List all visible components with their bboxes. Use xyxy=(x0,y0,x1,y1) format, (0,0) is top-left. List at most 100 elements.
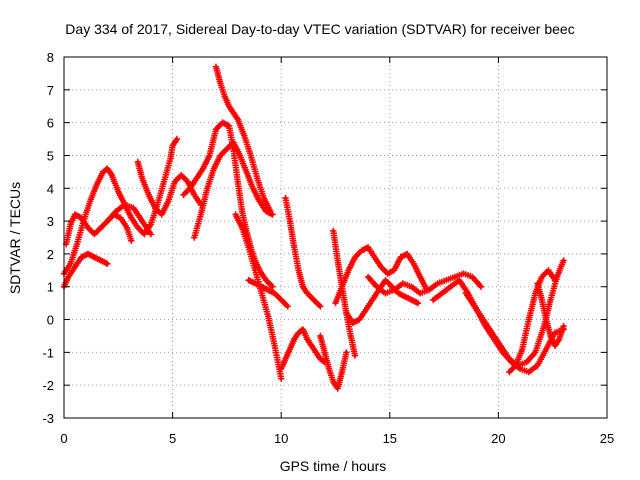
data-point xyxy=(118,216,123,220)
data-point xyxy=(264,278,268,282)
y-tick-label: -1 xyxy=(42,345,54,360)
data-point xyxy=(344,350,348,354)
data-point xyxy=(553,278,557,282)
data-point xyxy=(392,268,396,272)
data-point xyxy=(481,317,485,322)
data-point xyxy=(236,117,240,121)
data-point xyxy=(270,212,275,217)
data-point xyxy=(331,229,335,233)
data-point xyxy=(409,285,414,289)
x-axis-label: GPS time / hours xyxy=(280,458,387,474)
data-point xyxy=(116,189,120,194)
series-track-7 xyxy=(191,139,276,241)
data-point xyxy=(312,298,316,302)
plot-frame xyxy=(63,56,608,419)
data-point xyxy=(353,255,357,259)
data-point xyxy=(212,166,216,171)
data-point xyxy=(173,180,177,184)
data-point xyxy=(186,180,190,184)
data-point xyxy=(79,216,83,220)
data-point xyxy=(240,209,244,213)
data-point xyxy=(162,180,166,184)
data-point xyxy=(225,147,229,151)
data-point xyxy=(214,127,218,131)
data-point xyxy=(340,370,344,374)
data-point xyxy=(105,262,110,266)
data-point xyxy=(268,209,272,213)
data-point xyxy=(518,367,522,371)
data-point xyxy=(68,222,73,226)
series-marks-track-3 xyxy=(63,211,135,248)
data-point xyxy=(125,226,129,230)
data-point xyxy=(231,140,236,144)
data-point xyxy=(73,265,77,269)
data-point xyxy=(490,331,494,335)
data-point xyxy=(192,235,196,240)
data-point xyxy=(181,193,186,197)
y-tick-label: 5 xyxy=(47,148,54,163)
data-point xyxy=(251,186,255,190)
data-point xyxy=(470,275,474,279)
data-point xyxy=(305,337,309,341)
data-point xyxy=(561,258,566,263)
y-tick-label: 3 xyxy=(47,214,54,229)
data-point xyxy=(301,327,305,331)
data-point xyxy=(257,268,262,272)
data-point xyxy=(431,298,435,302)
data-point xyxy=(301,285,305,289)
data-point xyxy=(440,291,444,295)
data-point xyxy=(520,347,524,351)
data-point xyxy=(264,209,268,213)
data-point xyxy=(279,367,283,371)
data-point xyxy=(288,347,292,351)
data-point xyxy=(292,337,296,341)
data-point xyxy=(171,144,175,148)
data-point xyxy=(247,278,251,282)
data-point xyxy=(296,268,301,272)
data-point xyxy=(472,304,477,309)
data-point xyxy=(340,285,344,289)
data-point xyxy=(244,170,249,174)
data-point xyxy=(262,196,266,200)
data-point xyxy=(149,232,153,236)
data-point xyxy=(99,226,103,230)
data-point xyxy=(553,331,557,335)
data-point xyxy=(366,275,370,279)
data-point xyxy=(392,288,396,292)
data-point xyxy=(399,255,403,259)
data-point xyxy=(94,183,99,187)
data-point xyxy=(64,242,68,246)
data-point xyxy=(331,380,335,384)
data-point xyxy=(409,298,414,302)
data-point xyxy=(279,298,283,302)
data-point xyxy=(240,226,244,230)
data-point xyxy=(92,255,97,259)
data-point xyxy=(92,232,97,236)
data-point xyxy=(179,173,183,177)
series-track-5 xyxy=(104,201,155,238)
data-point xyxy=(253,268,257,272)
data-point xyxy=(283,196,288,200)
data-point xyxy=(540,298,544,302)
data-point xyxy=(214,65,218,69)
data-point xyxy=(129,216,133,220)
y-tick-label: 0 xyxy=(47,313,54,328)
data-point xyxy=(557,337,561,341)
data-point xyxy=(266,314,270,318)
data-point xyxy=(194,176,199,181)
data-point xyxy=(310,344,314,348)
data-point xyxy=(527,370,531,374)
chart-title: Day 334 of 2017, Sidereal Day-to-day VTE… xyxy=(65,21,574,37)
data-point xyxy=(327,367,331,371)
data-point xyxy=(364,308,368,312)
data-point xyxy=(288,219,292,223)
series-track-13 xyxy=(317,332,350,392)
data-point xyxy=(357,317,361,322)
plot-border xyxy=(63,56,608,419)
y-tick-label: 4 xyxy=(47,181,54,196)
data-point xyxy=(129,239,133,243)
data-point xyxy=(336,258,340,263)
data-point xyxy=(507,357,511,361)
